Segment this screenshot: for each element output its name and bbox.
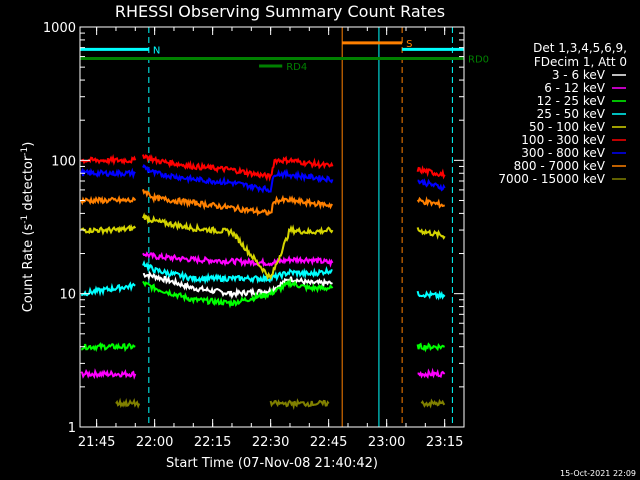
flag-label: N [153,45,160,56]
legend-header-line-1: Det 1,3,4,5,6,9, [533,41,627,55]
series-line [417,178,446,192]
x-tick-label: 22:15 [194,435,231,450]
series-line [80,368,137,380]
y-axis-label: Count Rate (s-1 detector-1) [20,142,36,313]
chart-title: RHESSI Observing Summary Count Rates [115,2,445,21]
legend-label: 3 - 6 keV [552,68,606,82]
series-line [142,251,334,268]
legend-label: 7000 - 15000 keV [498,172,605,186]
series-line [420,398,446,409]
series-line [416,342,445,353]
x-tick-label: 21:45 [78,435,115,450]
legend: Det 1,3,4,5,6,9, FDecim 1, Att 0 3 - 6 k… [498,41,627,186]
series-line [80,195,137,206]
legend-label: 50 - 100 keV [529,120,606,134]
series-line [269,398,330,411]
series-line [417,367,446,379]
y-axis: 1 10 100 1000 [43,21,464,436]
legend-label: 800 - 7000 keV [514,159,606,173]
y-tick-label: 100 [51,154,76,169]
x-tick-label: 22:30 [252,435,289,450]
series-line [115,397,141,409]
x-axis: 21:45 22:00 22:15 22:30 22:45 23:00 23:15 [78,27,465,450]
legend-label: 300 - 800 keV [521,146,605,160]
series-line [416,196,446,209]
series-line [80,154,137,166]
legend-label: 25 - 50 keV [537,107,606,121]
y-tick-label: 10 [59,288,76,303]
series-line [416,290,446,301]
series-line [81,281,136,297]
y-tick-label: 1 [68,421,76,436]
series-line [81,342,136,353]
legend-label: 100 - 300 keV [521,133,605,147]
x-tick-label: 22:45 [310,435,347,450]
y-tick-label: 1000 [43,21,76,36]
plot-area: N S RD0 RD4 [80,27,489,427]
series-line [416,165,446,180]
series-line [142,189,333,217]
flag-label: RD4 [286,62,307,73]
legend-label: 6 - 12 keV [544,81,606,95]
series-line [80,223,137,236]
x-tick-label: 23:15 [426,435,463,450]
series-line [142,260,333,285]
flag-label: RD0 [468,55,489,66]
x-axis-label: Start Time (07-Nov-08 21:40:42) [166,456,378,471]
series-line [416,227,446,240]
timestamp: 15-Oct-2021 22:09 [560,469,636,478]
series-line [142,164,334,194]
legend-label: 12 - 25 keV [537,94,606,108]
series-line [80,167,136,180]
x-tick-label: 22:00 [136,435,173,450]
series-line [142,270,333,300]
plot-frame [79,26,465,428]
flag-label: S [406,39,412,50]
series-line [142,212,334,281]
series-line [142,277,334,309]
x-tick-label: 23:00 [368,435,405,450]
series-line [142,154,334,182]
legend-header-line-2: FDecim 1, Att 0 [534,55,627,69]
